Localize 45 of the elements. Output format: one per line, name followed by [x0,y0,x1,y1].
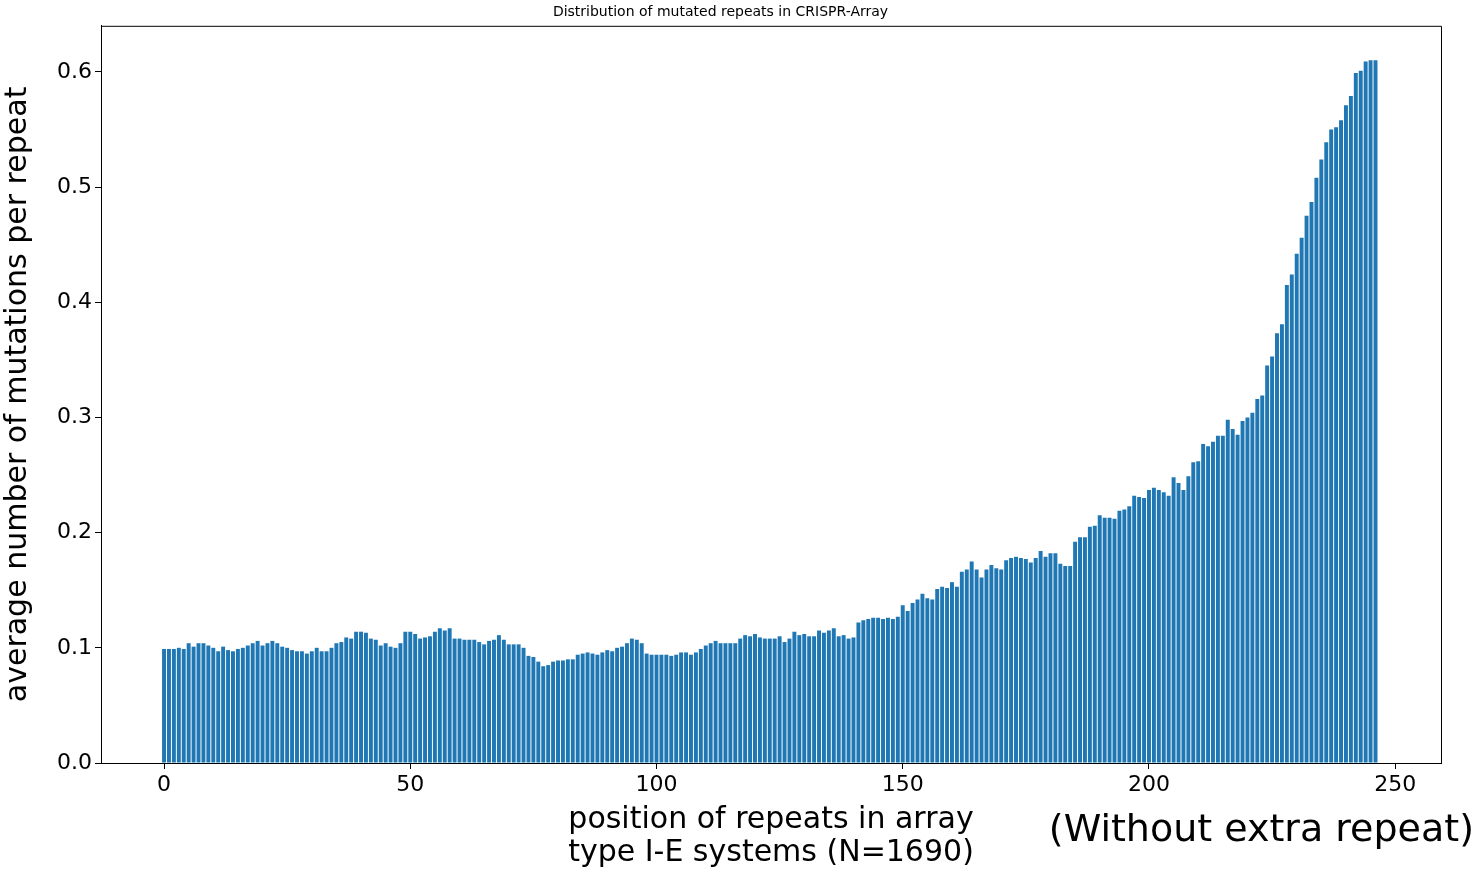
x-tick-label: 200 [1127,770,1170,796]
x-tick-label: 50 [396,770,425,796]
bar [846,638,851,763]
bar [334,643,339,763]
y-tick-label: 0.5 [57,172,92,198]
y-tick-label: 0.3 [57,403,92,429]
bar [191,646,196,763]
text: (Without extra repeat) [1048,806,1474,850]
x-tick-label: 150 [881,770,924,796]
bar [388,646,393,763]
bar [585,652,590,763]
bar [713,640,718,763]
y-tick-label: 0.2 [57,518,92,544]
bar [920,593,925,763]
bar [984,569,989,763]
bar [324,651,329,763]
bar [265,643,270,763]
y-tick-label: 0.4 [57,287,92,313]
bar [1240,420,1245,763]
chart-title: Distribution of mutated repeats in CRISPR-Array [552,3,889,20]
bar [162,648,167,763]
bar [723,643,728,763]
bar [255,640,260,763]
bar [1245,417,1250,763]
bar [856,622,861,763]
bar [521,647,526,763]
x-tick-label: 100 [635,770,678,796]
y-tick-label: 0.6 [57,57,92,83]
x-axis-title: position of repeats in array type I-E systems (N=1690) [568,800,974,869]
y-axis-title: average number of mutations per repeat [0,86,33,703]
y-tick-label: 0.0 [57,748,92,774]
bar [1368,60,1373,763]
bar [659,654,664,763]
bar [1107,517,1112,763]
x-tick-label: 250 [1374,770,1417,796]
bar [1171,477,1176,763]
y-tick-label: 0.1 [57,633,92,659]
bar [462,639,467,763]
x-tick-label: 0 [157,770,172,796]
bar [649,654,654,763]
bar [201,643,206,763]
bar [1053,553,1058,763]
bar [1117,510,1122,763]
bar [595,654,600,763]
bar [910,602,915,763]
